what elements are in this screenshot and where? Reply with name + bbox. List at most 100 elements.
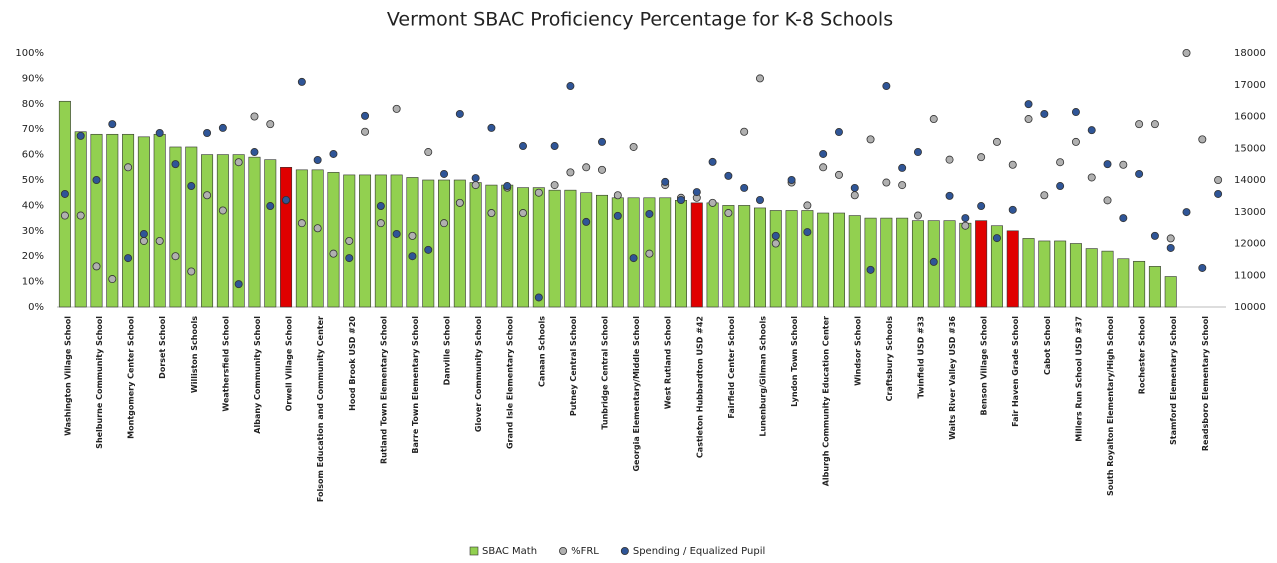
point [803,201,812,210]
x-tick-label: Montgomery Center School [127,316,136,439]
point [787,175,796,184]
point [282,196,291,205]
point [882,178,891,187]
y-tick-label: 100% [15,48,44,59]
bar [517,187,530,308]
point [60,189,69,198]
point [724,171,733,180]
bar [390,174,403,308]
x-tick-label: Glover Community School [474,316,483,432]
point [613,211,622,220]
x-tick-label: Lyndon Town School [790,316,799,407]
point [1056,158,1065,167]
point [992,137,1001,146]
point [645,209,654,218]
point [882,82,891,91]
point [1166,234,1175,243]
bar [975,220,988,308]
bar [438,179,451,308]
bar [753,207,766,308]
bar [769,210,782,308]
point [1214,175,1223,184]
point [1087,126,1096,135]
bar [1085,248,1098,308]
point [961,214,970,223]
x-tick-label: Canaan Schools [537,316,546,387]
point [534,293,543,302]
x-tick-label: Fairfield Center School [727,316,736,419]
legend-swatch [620,547,629,556]
point [108,275,117,284]
point [661,177,670,186]
point [455,198,464,207]
bar [864,217,877,308]
x-tick-label: Washington Village School [63,316,72,436]
point [850,183,859,192]
bar [359,174,372,308]
bar [90,133,103,308]
point [92,262,101,271]
bar [627,197,640,308]
point [708,157,717,166]
point [550,142,559,151]
point [645,249,654,258]
point [1103,160,1112,169]
point [566,168,575,177]
x-tick-label: Putney Central School [569,316,578,416]
x-tick-label: Orwell Village School [285,316,294,412]
x-tick-label: Readsboro Elementary School [1201,316,1210,451]
point [850,191,859,200]
x-tick-label: Georgia Elementary/Middle School [632,316,641,472]
point [408,252,417,261]
y-tick-label: 80% [22,99,44,110]
y2-tick-label: 13000 [1234,207,1266,218]
bar [1006,230,1019,308]
point [1135,169,1144,178]
bar [106,133,119,308]
x-tick-label: Fair Haven Grade School [1011,316,1020,427]
x-tick-label: Stamford Elementary School [1169,316,1178,445]
bar [532,187,545,308]
point [487,209,496,218]
x-tick-label: Tunbridge Central School [601,316,610,430]
bar [501,184,514,308]
point [1071,108,1080,117]
point [834,128,843,137]
x-tick-label: Dorset School [158,316,167,379]
bar [580,192,593,308]
bar [1164,276,1177,308]
bar [706,202,719,308]
point [76,211,85,220]
point [1071,137,1080,146]
point [171,252,180,261]
bar [690,202,703,308]
bar [848,215,861,308]
x-tick-label: Alburgh Community Education Center [822,316,831,486]
y-tick-label: 40% [22,200,44,211]
point [740,183,749,192]
point [455,109,464,118]
point [92,175,101,184]
point [250,148,259,157]
x-tick-label: Benson Village School [980,316,989,416]
point [329,249,338,258]
point [1087,173,1096,182]
point [866,265,875,274]
point [345,236,354,245]
point [471,174,480,183]
point [345,254,354,263]
point [519,142,528,151]
bar [453,179,466,308]
bar [327,172,340,308]
point [392,229,401,238]
bar [1069,243,1082,308]
bar [990,225,1003,308]
point [76,131,85,140]
point [376,219,385,228]
point [929,115,938,124]
bar [311,169,324,308]
y-tick-label: 60% [22,150,44,161]
point [834,170,843,179]
point [266,202,275,211]
point [613,191,622,200]
